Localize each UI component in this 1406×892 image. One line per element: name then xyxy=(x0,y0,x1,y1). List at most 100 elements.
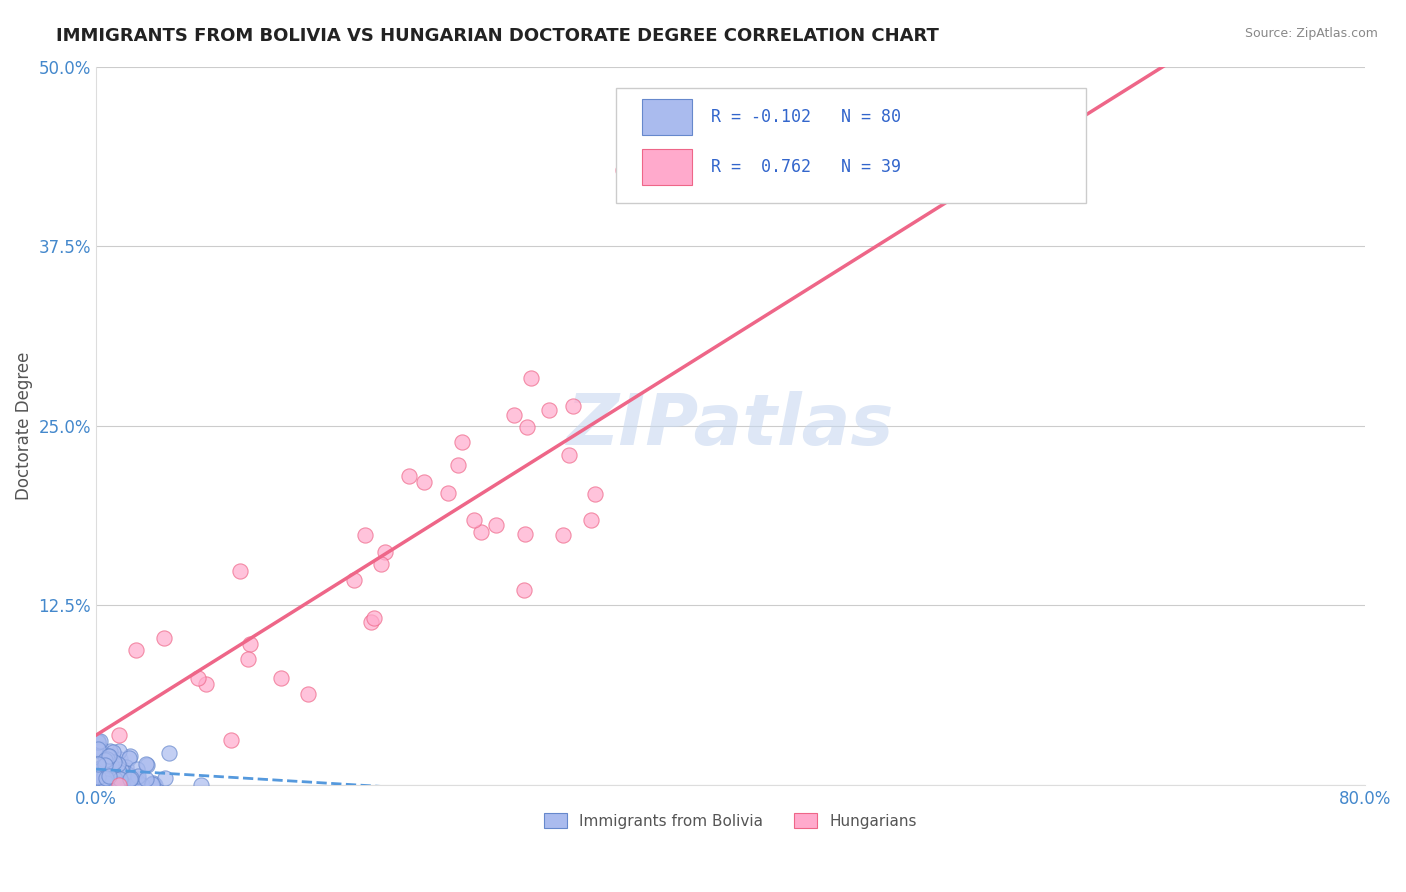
Point xyxy=(561,399,583,413)
Point xyxy=(124,777,146,791)
Point xyxy=(90,742,112,756)
Point xyxy=(101,771,124,785)
Point xyxy=(125,776,148,790)
Point xyxy=(877,117,900,131)
Point xyxy=(270,671,292,685)
Point xyxy=(447,458,470,473)
Point xyxy=(463,513,485,527)
Text: IMMIGRANTS FROM BOLIVIA VS HUNGARIAN DOCTORATE DEGREE CORRELATION CHART: IMMIGRANTS FROM BOLIVIA VS HUNGARIAN DOC… xyxy=(56,27,939,45)
Point xyxy=(89,734,111,748)
Point xyxy=(360,615,382,630)
Point xyxy=(96,772,118,787)
Point xyxy=(91,763,114,777)
Point xyxy=(107,756,129,771)
Point xyxy=(94,776,117,790)
Point xyxy=(363,610,385,624)
Point xyxy=(101,759,124,773)
Point xyxy=(103,755,125,769)
Point xyxy=(127,769,149,783)
Point xyxy=(136,758,159,772)
Point xyxy=(103,771,125,785)
Point xyxy=(190,778,212,792)
Point xyxy=(125,762,148,776)
Point xyxy=(557,448,579,462)
Point xyxy=(502,408,524,422)
Point xyxy=(98,763,121,777)
Point xyxy=(125,643,148,657)
Point xyxy=(91,772,114,786)
Point xyxy=(127,772,149,786)
Point xyxy=(96,752,118,766)
Point xyxy=(135,772,157,786)
Point xyxy=(297,687,319,701)
Point xyxy=(97,769,120,783)
Point xyxy=(87,772,110,786)
Point xyxy=(87,770,110,784)
Point xyxy=(93,772,115,787)
Point xyxy=(107,744,129,758)
Point xyxy=(98,743,121,757)
Point xyxy=(115,765,138,780)
Point xyxy=(412,475,434,490)
Point xyxy=(141,777,163,791)
Text: R =  0.762   N = 39: R = 0.762 N = 39 xyxy=(711,158,901,177)
Point xyxy=(87,772,110,786)
Legend: Immigrants from Bolivia, Hungarians: Immigrants from Bolivia, Hungarians xyxy=(538,806,922,835)
Point xyxy=(86,735,108,749)
Point xyxy=(152,631,174,645)
Point xyxy=(485,518,508,533)
Point xyxy=(370,558,392,572)
Point xyxy=(86,775,108,789)
Point xyxy=(108,752,131,766)
Point xyxy=(93,764,115,778)
Point xyxy=(108,778,131,792)
Point xyxy=(86,742,108,756)
Point xyxy=(108,776,131,790)
Point xyxy=(108,772,131,786)
Point xyxy=(107,770,129,784)
Point xyxy=(516,420,538,434)
Point xyxy=(374,545,396,559)
Point xyxy=(145,778,167,792)
Point xyxy=(93,767,115,781)
Point xyxy=(343,573,366,587)
Point xyxy=(612,163,634,178)
Point xyxy=(104,772,127,787)
Point xyxy=(94,762,117,776)
Point xyxy=(86,733,108,747)
Point xyxy=(229,564,252,578)
Point xyxy=(470,525,492,540)
Point xyxy=(581,513,603,527)
Point xyxy=(87,772,110,787)
Point xyxy=(112,777,135,791)
Point xyxy=(436,486,458,500)
Point xyxy=(120,772,142,786)
Point xyxy=(131,778,153,792)
Point xyxy=(118,768,141,782)
Text: Source: ZipAtlas.com: Source: ZipAtlas.com xyxy=(1244,27,1378,40)
Point xyxy=(100,758,122,772)
Point xyxy=(513,527,536,541)
Point xyxy=(219,733,242,747)
Point xyxy=(187,672,209,686)
Point xyxy=(104,765,127,780)
Y-axis label: Doctorate Degree: Doctorate Degree xyxy=(15,351,32,500)
FancyBboxPatch shape xyxy=(641,99,692,135)
Point xyxy=(236,651,259,665)
Point xyxy=(90,769,112,783)
Text: R = -0.102   N = 80: R = -0.102 N = 80 xyxy=(711,108,901,126)
Point xyxy=(110,763,132,777)
Point xyxy=(353,527,375,541)
Point xyxy=(98,749,121,764)
Point xyxy=(89,773,111,788)
FancyBboxPatch shape xyxy=(641,149,692,186)
Point xyxy=(94,757,117,772)
Point xyxy=(513,583,536,598)
Point xyxy=(451,434,474,449)
Point xyxy=(86,756,108,771)
Point xyxy=(87,764,110,778)
Point xyxy=(157,746,180,760)
Point xyxy=(108,765,131,780)
Point xyxy=(96,769,118,783)
Point xyxy=(93,754,115,768)
